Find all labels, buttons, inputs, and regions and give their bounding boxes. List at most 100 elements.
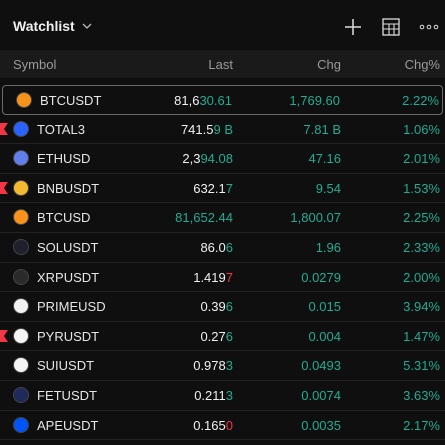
last-price: 0.276 xyxy=(200,329,233,344)
watchlist-row[interactable]: XRPUSDT 1.4197 0.0279 2.00% xyxy=(0,263,445,293)
last-price: 81,652.44 xyxy=(175,210,233,225)
last-base: 0.978 xyxy=(193,358,226,374)
last-tick: 3 xyxy=(225,388,233,403)
symbol[interactable]: FETUSDT xyxy=(37,388,97,403)
last-price: 86.06 xyxy=(200,240,233,255)
change-percent: 1.53% xyxy=(403,180,440,196)
symbol[interactable]: PRIMEUSD xyxy=(37,299,106,315)
symbol-icon xyxy=(13,298,29,315)
change: 1,769.60 xyxy=(289,93,340,108)
last-tick: 94.08 xyxy=(200,151,233,167)
change: 0.015 xyxy=(308,299,341,315)
symbol[interactable]: BTCUSD xyxy=(37,210,91,226)
symbol[interactable]: PYRUSDT xyxy=(37,328,100,344)
change-percent: 1.47% xyxy=(403,328,440,344)
change-percent: 2.00% xyxy=(403,269,440,285)
watchlist-row[interactable]: PYRUSDT 0.276 0.004 1.47% xyxy=(0,322,445,352)
change: 0.0493 xyxy=(301,358,341,374)
column-header xyxy=(0,50,445,78)
symbol[interactable]: BNBUSDT xyxy=(37,180,100,196)
change-percent: 2.33% xyxy=(403,240,440,255)
symbol-icon xyxy=(13,268,29,285)
watchlist-row[interactable]: PRIMEUSD 0.396 0.015 3.94% xyxy=(0,292,445,322)
column-title[interactable]: Chg% xyxy=(404,57,440,72)
change-percent: 5.31% xyxy=(403,358,440,374)
watchlist-row[interactable]: SUIUSDT 0.9783 0.0493 5.31% xyxy=(0,351,445,381)
change-percent: 3.63% xyxy=(403,388,440,403)
symbol-icon xyxy=(13,387,29,403)
last-tick: 30.61 xyxy=(199,93,232,108)
last-tick: 6 xyxy=(225,328,233,344)
watchlist-row[interactable]: BNBUSDT 632.17 9.54 1.53% xyxy=(0,174,445,204)
change: 0.0279 xyxy=(301,269,341,285)
last-base: 2,3 xyxy=(182,151,201,167)
column-title[interactable]: Last xyxy=(208,57,233,72)
watchlist-title[interactable]: Watchlist xyxy=(13,18,75,34)
change: 0.0074 xyxy=(301,388,341,403)
symbol-icon xyxy=(16,92,32,108)
watchlist-row[interactable]: TOTAL3 741.59 B 7.81 B 1.06% xyxy=(0,115,445,145)
change-percent: 2.01% xyxy=(403,151,440,167)
last-tick: 6 xyxy=(225,240,233,255)
last-tick: 9 B xyxy=(213,121,233,137)
last-base: 0.211 xyxy=(194,388,226,403)
symbol-icon xyxy=(13,120,29,137)
symbol[interactable]: XRPUSDT xyxy=(37,269,100,285)
change-percent: 2.25% xyxy=(403,210,440,226)
last-price: 81,630.61 xyxy=(174,93,232,108)
flag[interactable] xyxy=(0,181,8,194)
watchlist-row[interactable]: SOLUSDT 86.06 1.96 2.33% xyxy=(0,233,445,263)
change-percent: 1.06% xyxy=(403,121,440,137)
last-price: 0.1650 xyxy=(193,418,233,433)
columns-icon[interactable] xyxy=(381,16,403,38)
last-price: 2,394.08 xyxy=(182,151,233,166)
change: 7.81 B xyxy=(303,121,341,137)
change-percent: 2.17% xyxy=(403,417,440,433)
more-icon[interactable] xyxy=(418,16,440,38)
symbol-icon xyxy=(13,209,29,226)
last-price: 632.17 xyxy=(193,181,233,196)
flag[interactable] xyxy=(0,122,8,135)
watchlist-row[interactable]: APEUSDT 0.1650 0.0035 2.17% xyxy=(0,411,445,441)
last-base: 0.39 xyxy=(200,299,226,315)
watchlist-row[interactable]: BTCUSD 81,652.44 1,800.07 2.25% xyxy=(0,203,445,233)
change: 9.54 xyxy=(315,180,341,196)
change: 0.0035 xyxy=(301,417,341,433)
last-tick: 0 xyxy=(225,417,233,433)
watchlist-row[interactable]: BTCUSDT 81,630.61 1,769.60 2.22% xyxy=(2,85,443,115)
last-base: 0.27 xyxy=(200,328,226,344)
symbol-icon xyxy=(13,239,29,255)
last-tick: 3 xyxy=(225,358,233,374)
symbol[interactable]: BTCUSDT xyxy=(40,93,102,108)
column-title[interactable]: Symbol xyxy=(13,57,57,72)
watchlist-row[interactable]: ETHUSD 2,394.08 47.16 2.01% xyxy=(0,144,445,174)
last-tick: 7 xyxy=(225,269,233,285)
column-title[interactable]: Chg xyxy=(317,57,341,72)
symbol[interactable]: ETHUSD xyxy=(37,151,91,167)
symbol-icon xyxy=(13,357,29,374)
last-price: 0.396 xyxy=(200,299,233,314)
symbol[interactable]: SOLUSDT xyxy=(37,240,99,255)
last-price: 1.4197 xyxy=(193,270,233,285)
last-base: 86.0 xyxy=(200,240,226,255)
watchlist-row[interactable]: FETUSDT 0.2113 0.0074 3.63% xyxy=(0,381,445,411)
last-base: 1.419 xyxy=(193,269,226,285)
flag[interactable] xyxy=(0,329,8,342)
symbol-icon xyxy=(13,179,29,196)
change-percent: 2.22% xyxy=(402,93,439,108)
symbol[interactable]: APEUSDT xyxy=(37,417,99,433)
symbol-icon xyxy=(13,327,29,344)
chevron[interactable] xyxy=(82,22,92,30)
last-base: 632.1 xyxy=(193,180,226,196)
symbol[interactable]: SUIUSDT xyxy=(37,358,95,374)
change: 1.96 xyxy=(315,240,341,255)
last-price: 0.9783 xyxy=(193,358,233,373)
change-percent: 3.94% xyxy=(403,299,440,315)
add-symbol[interactable] xyxy=(342,16,364,38)
symbol[interactable]: TOTAL3 xyxy=(37,121,85,137)
last-tick: 7 xyxy=(225,180,233,196)
last-base: 0.165 xyxy=(193,417,226,433)
change: 0.004 xyxy=(308,328,341,344)
last-tick: 81,652.44 xyxy=(175,210,233,226)
